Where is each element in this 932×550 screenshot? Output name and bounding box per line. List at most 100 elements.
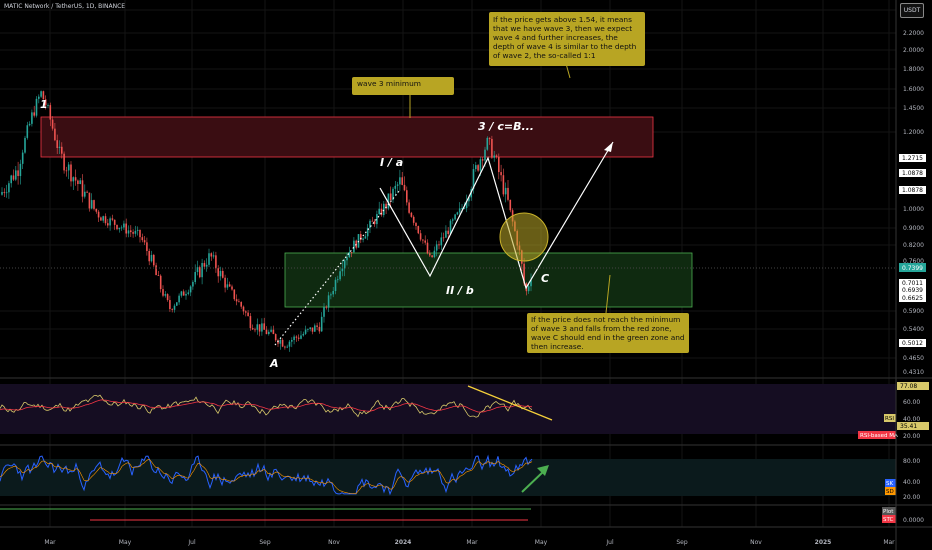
- stoch-arrow-line[interactable]: [521, 469, 546, 493]
- candle-body: [406, 190, 408, 203]
- price-tag-box: [899, 286, 926, 294]
- price-tick-label: 1.8000: [903, 66, 924, 73]
- candle-body: [509, 199, 512, 211]
- candle-body: [84, 191, 86, 197]
- candle-body: [472, 169, 475, 190]
- candle-body: [392, 188, 394, 201]
- candle-body: [371, 220, 374, 222]
- candle-body: [412, 216, 415, 223]
- time-axis[interactable]: Mar May Jul Sep Nov 2024 Mar May Jul Sep Nov 2025 Ma…: [44, 539, 895, 546]
- candle-body: [187, 292, 190, 294]
- candle-body: [63, 153, 65, 171]
- time-tick-label: Mar: [44, 539, 56, 546]
- candle-body: [500, 172, 502, 176]
- candle-body: [403, 184, 406, 191]
- rsi-ma-label: RSI-based MA: [860, 433, 898, 439]
- candle-body: [438, 244, 440, 246]
- rsi-trend-line[interactable]: [467, 385, 553, 421]
- chart-title: MATIC Network / TetherUS, 1D, BINANCE: [4, 3, 126, 10]
- candle-body: [109, 218, 111, 226]
- candle-body: [100, 217, 102, 221]
- candle-body: [435, 244, 438, 251]
- green-zone[interactable]: [284, 252, 693, 308]
- price-tag-text: 1.0878: [902, 187, 923, 194]
- price-tick-label: 1.4500: [903, 105, 924, 112]
- candle-body: [265, 329, 268, 335]
- candle-body: [258, 324, 261, 332]
- candle-body: [325, 306, 328, 308]
- candle-body: [309, 327, 311, 329]
- candle-body: [348, 252, 351, 258]
- price-tick-label: 0.8200: [903, 242, 924, 249]
- price-tag-text: 1.2715: [902, 155, 923, 162]
- time-tick-label: Mar: [466, 539, 478, 546]
- candle-body: [387, 193, 390, 209]
- candle-body: [51, 119, 54, 129]
- candle-body: [97, 211, 100, 218]
- candle-body: [150, 254, 153, 262]
- candle-body: [21, 152, 24, 164]
- rsi-ma-line[interactable]: [0, 399, 533, 413]
- stoch-k-line[interactable]: [0, 454, 533, 496]
- candle-body: [431, 255, 433, 258]
- rsi-label-box: [884, 414, 896, 422]
- candle-body: [118, 227, 121, 230]
- candle-body: [141, 237, 144, 241]
- candle-body: [527, 286, 530, 292]
- candle-body: [456, 212, 459, 215]
- candle-body: [272, 329, 275, 335]
- candle-body: [341, 268, 344, 272]
- candle-body: [93, 200, 95, 209]
- price-tag-text: 1.0878: [902, 170, 923, 177]
- candle-body: [1, 191, 3, 195]
- candle-body: [123, 223, 125, 228]
- candle-body: [481, 159, 484, 161]
- candle-body: [125, 223, 127, 234]
- candle-body: [401, 177, 403, 185]
- candle-body: [433, 250, 436, 258]
- rsi-line[interactable]: [0, 394, 533, 418]
- candle-body: [178, 295, 180, 303]
- candle-body: [396, 184, 399, 186]
- candle-body: [507, 187, 509, 200]
- candle-body: [201, 263, 203, 278]
- candle-body: [192, 282, 194, 287]
- time-tick-label: Nov: [750, 539, 762, 546]
- note-bottom[interactable]: If the price does not reach the minimum …: [527, 313, 689, 353]
- price-tag-box: [899, 339, 926, 347]
- candle-body: [468, 197, 470, 202]
- price-tick-label: 0.5400: [903, 326, 924, 333]
- note-wave3[interactable]: wave 3 minimum: [352, 77, 454, 95]
- candle-body: [454, 214, 456, 220]
- candle-body: [146, 242, 148, 251]
- candle-body: [362, 238, 364, 240]
- note-top[interactable]: If the price gets above 1.54, it means t…: [489, 12, 645, 66]
- stoch-d-line[interactable]: [0, 459, 533, 495]
- highlight-circle[interactable]: [499, 212, 549, 262]
- candle-body: [502, 175, 505, 195]
- candle-body: [465, 201, 468, 209]
- candle-body: [155, 265, 157, 276]
- candle-body: [56, 140, 58, 148]
- candle-body: [251, 328, 254, 330]
- rsi-tick-label: 40.00: [903, 416, 920, 423]
- candle-body: [334, 279, 337, 292]
- candle-body: [376, 214, 378, 225]
- stoch-tick-label: 80.00: [903, 458, 920, 465]
- price-tag-box: [899, 279, 926, 287]
- currency-badge[interactable]: USDT: [900, 3, 924, 18]
- rsi-tick-label: 20.00: [903, 433, 920, 440]
- candle-body: [461, 208, 463, 210]
- wave-a-dotted-line[interactable]: [274, 189, 401, 346]
- candle-body: [394, 185, 397, 189]
- red-zone[interactable]: [40, 116, 654, 158]
- wave-zigzag-line[interactable]: [379, 141, 614, 290]
- candle-body: [353, 240, 355, 253]
- price-tag-box: [899, 186, 926, 194]
- candle-body: [479, 159, 482, 171]
- candle-body: [31, 112, 33, 124]
- candle-body: [222, 270, 224, 278]
- price-candles: [1, 90, 532, 352]
